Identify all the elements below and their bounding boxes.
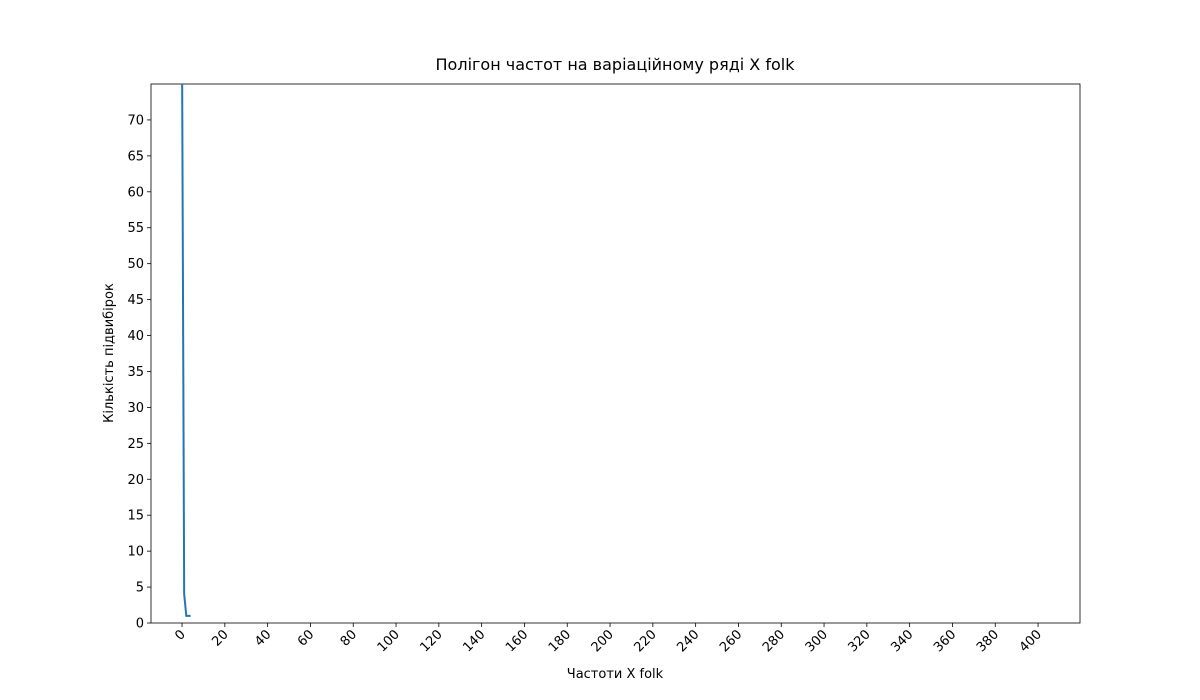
x-tick-label: 160 (503, 627, 531, 655)
y-tick-label: 55 (127, 221, 144, 236)
y-tick-label: 65 (127, 149, 144, 164)
x-tick-label: 280 (760, 627, 788, 655)
x-tick-label: 20 (209, 627, 231, 649)
x-tick-label: 180 (546, 627, 574, 655)
x-tick-label: 0 (172, 627, 188, 643)
y-tick-label: 60 (127, 185, 144, 200)
y-tick-label: 50 (127, 257, 144, 272)
data-line (181, 84, 191, 617)
x-tick-label: 200 (589, 627, 617, 655)
x-tick-label: 80 (338, 627, 360, 649)
x-tick-label: 240 (674, 627, 702, 655)
y-axis-label: Кількість підвибірок (102, 283, 117, 423)
y-tick-label: 70 (127, 113, 144, 128)
x-axis-label: Частоти X folk (567, 667, 664, 682)
x-tick-label: 120 (418, 627, 446, 655)
x-tick-label: 100 (375, 627, 403, 655)
x-tick-label: 140 (460, 627, 488, 655)
y-tick-label: 15 (127, 509, 144, 524)
y-tick-label: 10 (127, 545, 144, 560)
x-tick-label: 260 (717, 627, 745, 655)
plot-area (181, 84, 191, 617)
y-tick-label: 30 (127, 401, 144, 416)
x-tick-label: 220 (632, 627, 660, 655)
y-tick-label: 40 (127, 329, 144, 344)
y-tick-label: 20 (127, 473, 144, 488)
plot-frame (150, 83, 1081, 624)
x-tick-label: 320 (846, 627, 874, 655)
x-tick-label: 380 (974, 627, 1002, 655)
x-tick-label: 400 (1017, 627, 1045, 655)
x-tick-label: 40 (252, 627, 274, 649)
x-tick-label: 300 (803, 627, 831, 655)
x-tick-label: 360 (931, 627, 959, 655)
y-tick-label: 25 (127, 437, 144, 452)
x-tick-label: 60 (295, 627, 317, 649)
y-tick-label: 5 (136, 581, 144, 596)
chart-title: Полігон частот на варіаційному ряді X fo… (436, 55, 796, 74)
x-tick-label: 340 (888, 627, 916, 655)
y-tick-label: 0 (136, 617, 144, 632)
y-tick-label: 45 (127, 293, 144, 308)
y-tick-label: 35 (127, 365, 144, 380)
